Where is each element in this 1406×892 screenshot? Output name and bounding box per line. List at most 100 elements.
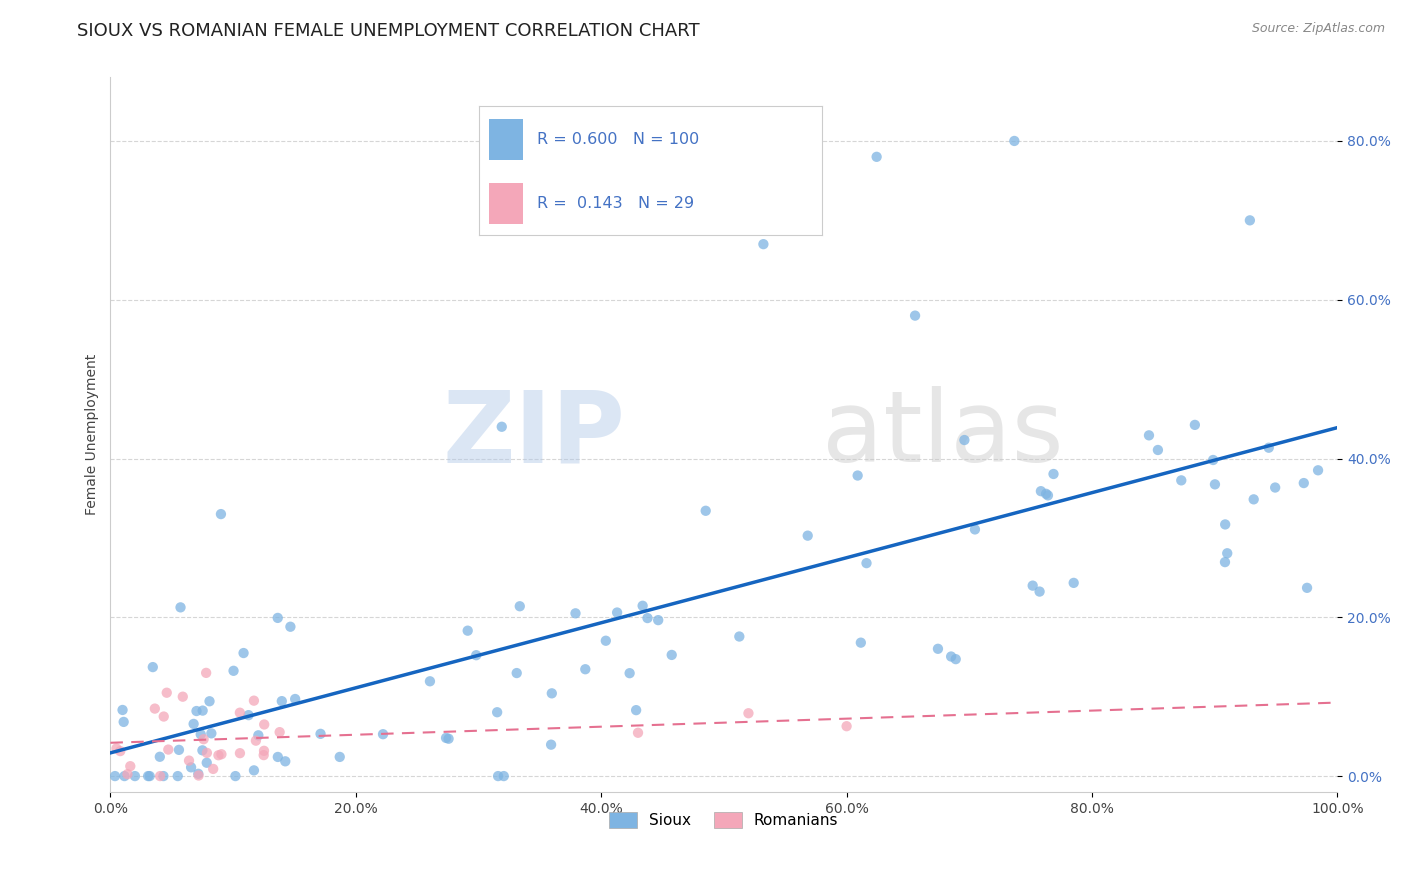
Romanians (229, 746, 252, 760)
Romanians (627, 725, 650, 739)
Romanians (245, 733, 267, 747)
Sioux (274, 754, 297, 768)
Sioux (270, 694, 292, 708)
Sioux (238, 708, 260, 723)
Sioux (506, 666, 529, 681)
Romanians (143, 701, 166, 715)
Sioux (419, 674, 441, 689)
Sioux (309, 727, 332, 741)
Sioux (1021, 579, 1043, 593)
Sioux (149, 749, 172, 764)
Romanians (172, 690, 194, 704)
Romanians (229, 706, 252, 720)
Sioux (661, 648, 683, 662)
Sioux (243, 764, 266, 778)
Romanians (149, 769, 172, 783)
Romanians (202, 762, 225, 776)
Romanians (195, 746, 218, 760)
Y-axis label: Female Unemployment: Female Unemployment (86, 354, 100, 516)
Sioux (267, 611, 290, 625)
Sioux (167, 743, 190, 757)
Sioux (486, 769, 509, 783)
Sioux (637, 611, 659, 625)
Romanians (835, 719, 858, 733)
Romanians (177, 754, 200, 768)
Sioux (846, 468, 869, 483)
Text: SIOUX VS ROMANIAN FEMALE UNEMPLOYMENT CORRELATION CHART: SIOUX VS ROMANIAN FEMALE UNEMPLOYMENT CO… (77, 22, 700, 40)
Romanians (117, 767, 139, 781)
Romanians (152, 709, 174, 723)
Sioux (457, 624, 479, 638)
Sioux (190, 727, 212, 741)
Sioux (1213, 555, 1236, 569)
Sioux (486, 705, 509, 719)
Romanians (207, 748, 229, 763)
Sioux (183, 717, 205, 731)
Sioux (142, 660, 165, 674)
Sioux (619, 666, 641, 681)
Romanians (187, 768, 209, 782)
Sioux (434, 731, 457, 745)
Sioux (209, 507, 232, 521)
Sioux (284, 692, 307, 706)
Sioux (198, 694, 221, 708)
Sioux (647, 613, 669, 627)
Sioux (1029, 484, 1052, 499)
Sioux (509, 599, 531, 614)
Sioux (200, 726, 222, 740)
Romanians (253, 744, 276, 758)
Romanians (737, 706, 759, 721)
Sioux (796, 529, 818, 543)
Sioux (104, 769, 127, 783)
Sioux (191, 743, 214, 757)
Romanians (195, 665, 218, 680)
Romanians (110, 744, 132, 758)
Sioux (631, 599, 654, 613)
Sioux (1184, 417, 1206, 432)
Sioux (1216, 546, 1239, 560)
Sioux (169, 600, 191, 615)
Sioux (865, 150, 887, 164)
Sioux (1243, 492, 1265, 507)
Sioux (855, 556, 877, 570)
Romanians (253, 717, 276, 731)
Sioux (1042, 467, 1064, 481)
Sioux (1028, 584, 1050, 599)
Romanians (120, 759, 142, 773)
Romanians (193, 732, 215, 747)
Sioux (540, 686, 562, 700)
Sioux (371, 727, 394, 741)
Sioux (232, 646, 254, 660)
Sioux (152, 769, 174, 783)
Sioux (540, 738, 562, 752)
Sioux (138, 769, 160, 783)
Sioux (180, 760, 202, 774)
Sioux (1306, 463, 1329, 477)
Romanians (209, 747, 232, 762)
Sioux (927, 641, 949, 656)
Sioux (1170, 474, 1192, 488)
Text: atlas: atlas (823, 386, 1064, 483)
Sioux (963, 523, 986, 537)
Romanians (253, 748, 276, 763)
Sioux (1292, 476, 1315, 491)
Sioux (624, 703, 647, 717)
Sioux (491, 419, 513, 434)
Sioux (904, 309, 927, 323)
Sioux (1204, 477, 1226, 491)
Legend: Sioux, Romanians: Sioux, Romanians (603, 806, 845, 834)
Sioux (329, 750, 352, 764)
Sioux (945, 652, 967, 666)
Sioux (1147, 442, 1170, 457)
Sioux (953, 433, 976, 447)
Sioux (1239, 213, 1261, 227)
Sioux (1213, 517, 1236, 532)
Sioux (267, 750, 290, 764)
Romanians (243, 693, 266, 707)
Sioux (166, 769, 188, 783)
Sioux (606, 606, 628, 620)
Sioux (222, 664, 245, 678)
Sioux (186, 704, 208, 718)
Sioux (247, 728, 270, 742)
Sioux (187, 766, 209, 780)
